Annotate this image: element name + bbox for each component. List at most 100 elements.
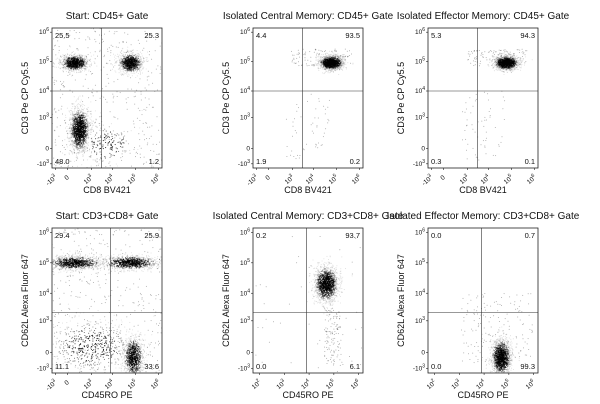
event-dot bbox=[75, 145, 77, 147]
event-dot bbox=[95, 119, 97, 121]
event-dot bbox=[76, 114, 78, 116]
event-dot bbox=[74, 132, 76, 134]
event-dot bbox=[132, 61, 134, 63]
event-dot bbox=[138, 68, 140, 70]
event-dot bbox=[71, 123, 73, 125]
event-dot bbox=[112, 154, 114, 156]
event-dot bbox=[78, 135, 80, 137]
event-dot bbox=[128, 70, 130, 72]
event-dot bbox=[75, 123, 77, 125]
event-dot bbox=[76, 71, 78, 73]
event-dot bbox=[126, 54, 129, 56]
event-dot bbox=[119, 70, 121, 72]
event-dot bbox=[86, 124, 88, 126]
event-dot bbox=[72, 65, 74, 67]
event-dot bbox=[73, 57, 75, 59]
event-dot bbox=[89, 59, 91, 62]
event-dot bbox=[75, 69, 77, 71]
event-dot bbox=[136, 52, 138, 55]
event-dot bbox=[122, 150, 124, 152]
event-dot bbox=[149, 126, 151, 128]
event-dot bbox=[87, 142, 89, 144]
event-dot bbox=[70, 66, 73, 68]
event-dot bbox=[130, 59, 132, 61]
event-dot bbox=[142, 68, 144, 70]
event-dot bbox=[121, 60, 123, 62]
event-dot bbox=[135, 53, 137, 55]
event-dot bbox=[73, 119, 75, 121]
event-dot bbox=[87, 110, 89, 112]
event-dot bbox=[156, 143, 158, 145]
event-dot bbox=[67, 132, 69, 134]
event-dot bbox=[76, 113, 78, 115]
event-dot bbox=[87, 143, 89, 145]
event-dot bbox=[94, 38, 96, 40]
event-dot bbox=[99, 142, 101, 144]
event-dot bbox=[80, 58, 82, 60]
event-dot bbox=[72, 68, 74, 70]
event-dot bbox=[78, 147, 80, 149]
event-dot bbox=[74, 143, 76, 145]
event-dot bbox=[69, 89, 71, 91]
tick-label: 104 bbox=[102, 172, 116, 185]
event-dot bbox=[69, 58, 71, 59]
event-dot bbox=[77, 98, 79, 100]
event-dot bbox=[67, 74, 69, 76]
event-dot bbox=[128, 51, 130, 53]
event-dot bbox=[81, 114, 83, 117]
event-dot bbox=[134, 56, 136, 58]
event-dot bbox=[83, 128, 85, 130]
event-dot bbox=[66, 58, 68, 60]
event-dot bbox=[69, 53, 71, 55]
event-dot bbox=[84, 119, 86, 121]
event-dot bbox=[78, 144, 80, 146]
event-dot bbox=[137, 55, 139, 57]
event-dot bbox=[77, 113, 79, 115]
event-dot bbox=[72, 70, 74, 72]
event-dot bbox=[132, 65, 134, 67]
event-dot bbox=[110, 147, 112, 149]
event-dot bbox=[80, 111, 82, 113]
event-dot bbox=[128, 69, 130, 71]
event-dot bbox=[83, 63, 85, 65]
event-dot bbox=[53, 82, 55, 84]
event-dot bbox=[84, 56, 86, 58]
event-dot bbox=[123, 55, 125, 57]
event-dot bbox=[63, 59, 65, 61]
event-dot bbox=[139, 58, 142, 60]
event-dot bbox=[96, 152, 98, 154]
event-dot bbox=[88, 132, 90, 134]
event-dot bbox=[76, 128, 78, 130]
event-dot bbox=[107, 142, 109, 144]
event-dot bbox=[108, 139, 110, 141]
event-dot bbox=[133, 65, 136, 67]
event-dot bbox=[100, 157, 102, 159]
event-dot bbox=[80, 118, 82, 120]
event-dot bbox=[63, 66, 65, 68]
event-dot bbox=[130, 54, 132, 57]
event-dot bbox=[144, 97, 146, 99]
event-dot bbox=[343, 65, 345, 67]
event-dot bbox=[76, 146, 78, 148]
event-dot bbox=[81, 56, 83, 58]
event-dot bbox=[85, 61, 87, 63]
event-dot bbox=[66, 146, 68, 148]
event-dot bbox=[82, 112, 84, 114]
event-dot bbox=[68, 57, 70, 59]
event-dot bbox=[80, 65, 82, 68]
event-dot bbox=[60, 108, 62, 110]
event-dot bbox=[92, 146, 95, 148]
event-dot bbox=[90, 144, 92, 146]
event-dot bbox=[80, 55, 82, 57]
event-dot bbox=[93, 136, 95, 138]
event-dot bbox=[151, 72, 153, 74]
event-dot bbox=[64, 86, 66, 88]
event-dot bbox=[136, 49, 138, 52]
event-dot bbox=[136, 54, 138, 56]
event-dot bbox=[86, 119, 88, 121]
event-dot bbox=[136, 69, 139, 71]
event-dot bbox=[145, 161, 147, 163]
event-dot bbox=[68, 60, 70, 62]
event-dot bbox=[136, 75, 138, 77]
event-dot bbox=[73, 111, 75, 113]
